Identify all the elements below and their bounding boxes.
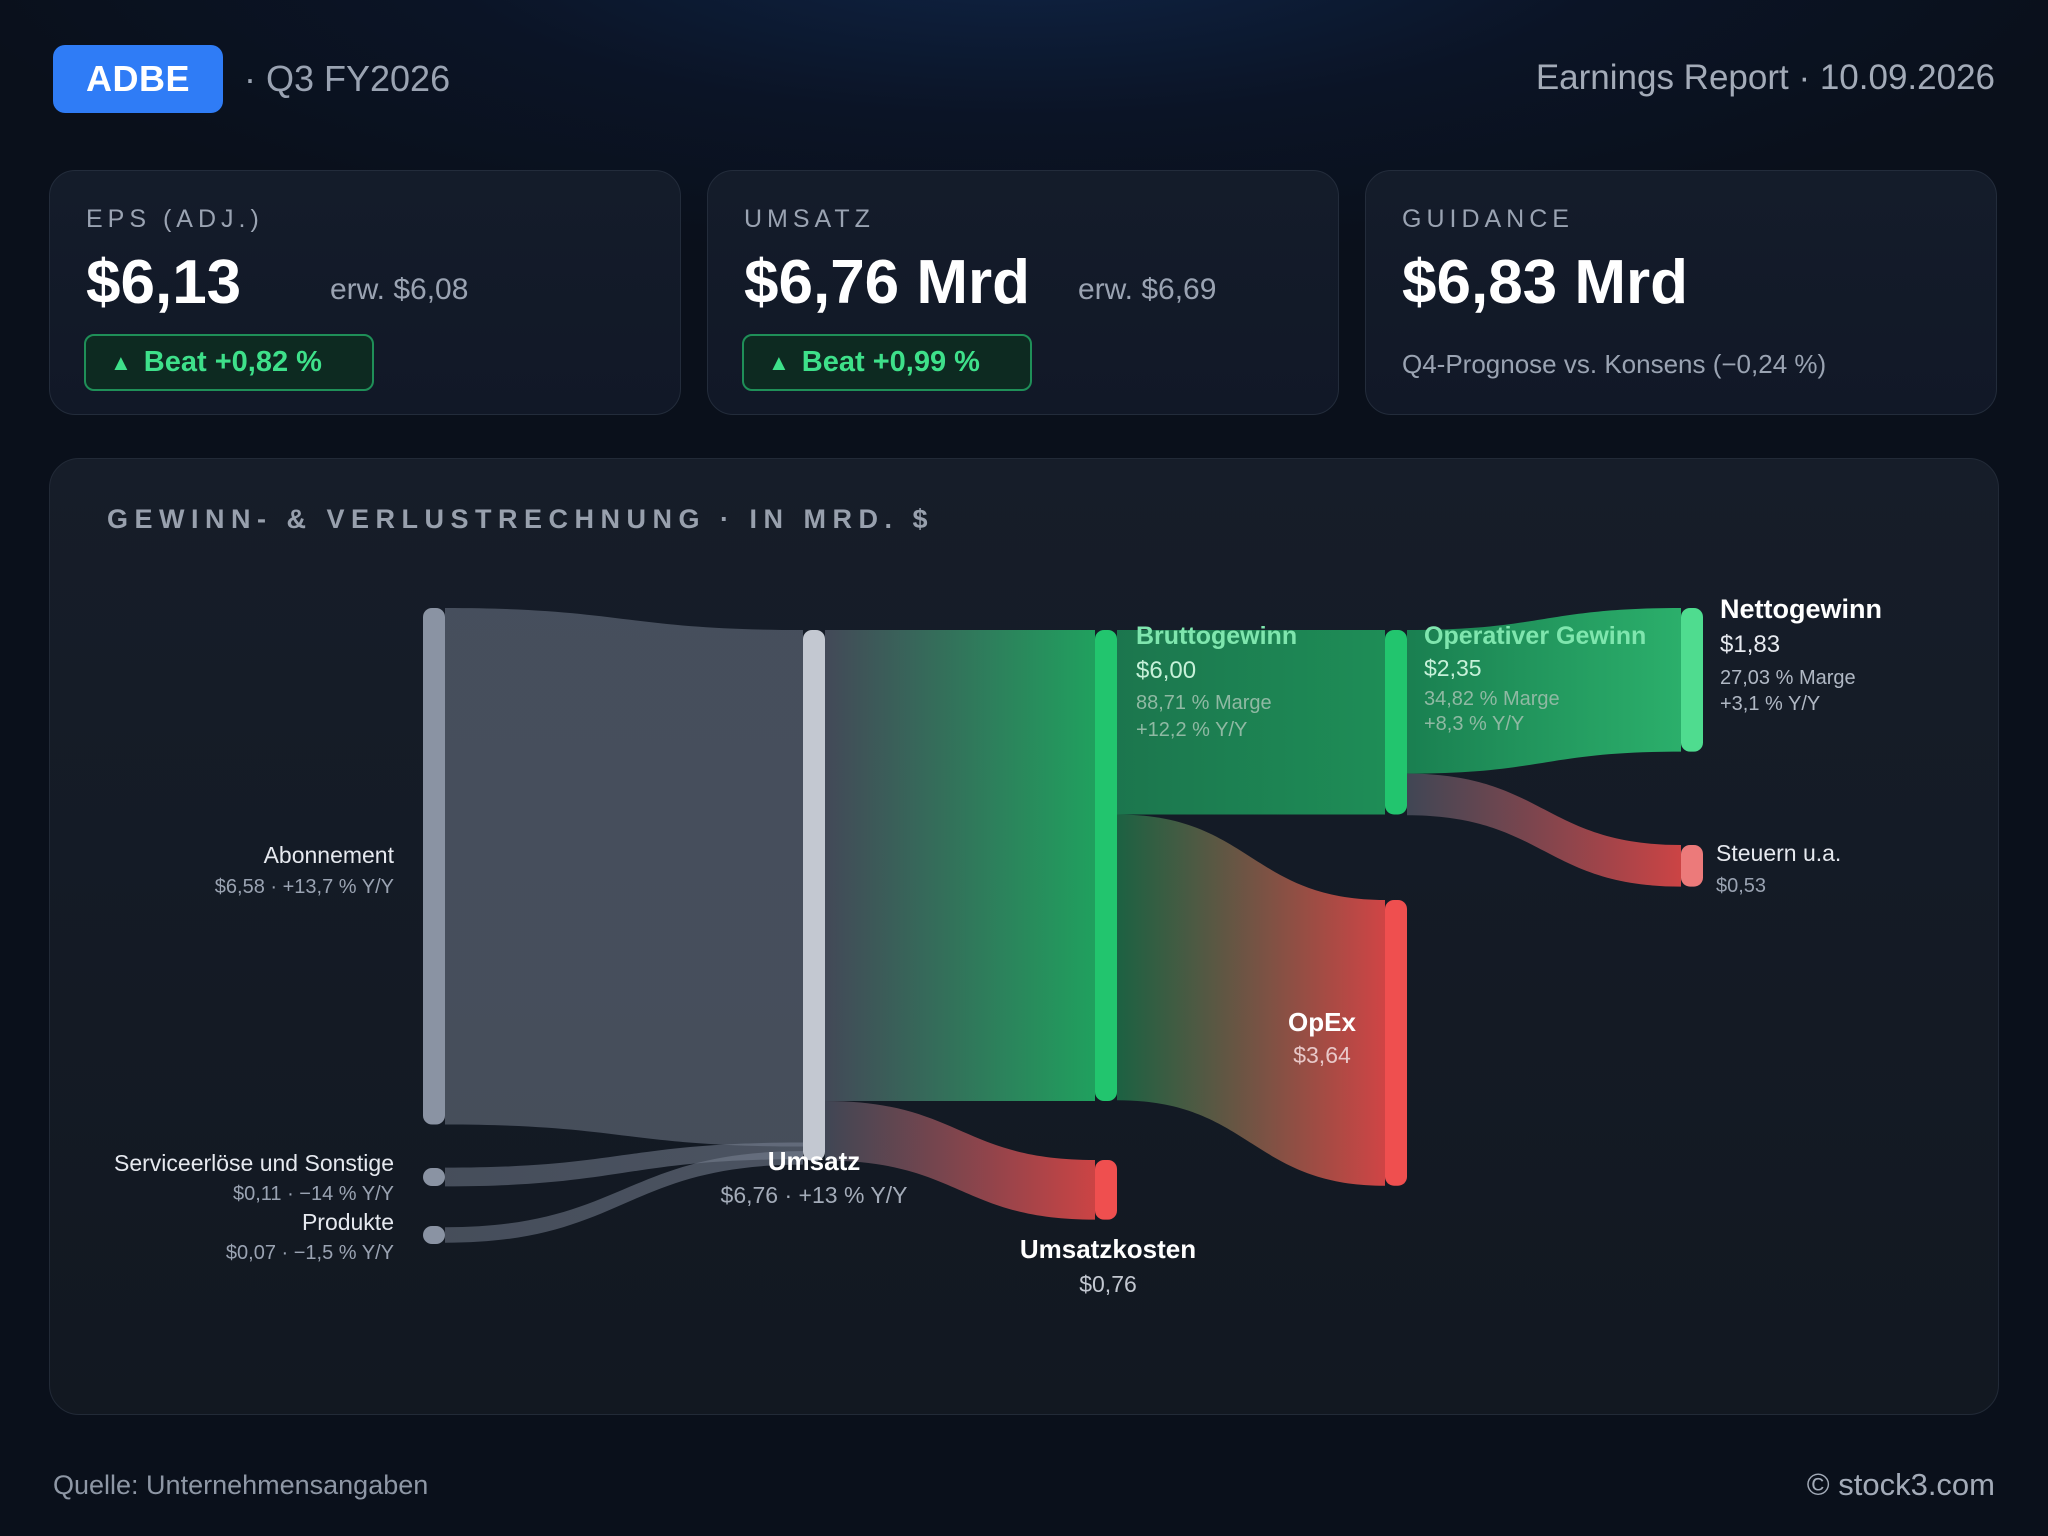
label-bruttogewinn-amount: $6,00 bbox=[1136, 657, 1196, 684]
report-date: Earnings Report · 10.09.2026 bbox=[1535, 58, 1995, 97]
eps-beat-text: Beat +0,82 % bbox=[143, 346, 322, 378]
sankey-link-brutto-to-operativ bbox=[1117, 630, 1385, 815]
revenue-label: UMSATZ bbox=[744, 205, 875, 233]
label-bruttogewinn-name: Bruttogewinn bbox=[1136, 622, 1297, 650]
label-opex-name: OpEx bbox=[1288, 1007, 1356, 1037]
sankey-node-umsatz bbox=[803, 630, 825, 1161]
triangle-up-icon: ▲ bbox=[110, 349, 132, 375]
label-steuern-name: Steuern u.a. bbox=[1716, 840, 1841, 866]
eps-label: EPS (ADJ.) bbox=[86, 205, 264, 233]
label-umsatz-name: Umsatz bbox=[768, 1146, 860, 1176]
sankey-node-operativ bbox=[1385, 630, 1407, 815]
sankey-link-brutto-to-opex bbox=[1117, 814, 1385, 1186]
label-bruttogewinn-margin: 88,71 % Marge bbox=[1136, 692, 1272, 714]
sankey-node-produkte bbox=[423, 1226, 445, 1244]
sankey-link-operativ-to-netto bbox=[1407, 608, 1681, 774]
sankey-node-steuern bbox=[1681, 845, 1703, 887]
eps-card: EPS (ADJ.) $6,13 erw. $6,08 ▲ Beat +0,82… bbox=[49, 170, 681, 415]
revenue-value: $6,76 Mrd bbox=[744, 248, 1031, 317]
label-steuern-amount: $0,53 bbox=[1716, 875, 1766, 897]
revenue-beat-text: Beat +0,99 % bbox=[801, 346, 980, 378]
label-abonnement-detail: $6,58 · +13,7 % Y/Y bbox=[215, 876, 394, 898]
sankey-nodes bbox=[423, 608, 1703, 1244]
ticker-badge: ADBE bbox=[53, 45, 223, 113]
guidance-label: GUIDANCE bbox=[1402, 205, 1574, 233]
sankey-link-umsatz-to-kosten bbox=[825, 1101, 1095, 1220]
label-service-name: Serviceerlöse und Sonstige bbox=[114, 1150, 394, 1176]
label-nettogewinn-yoy: +3,1 % Y/Y bbox=[1720, 693, 1820, 715]
label-operativ-margin: 34,82 % Marge bbox=[1424, 688, 1560, 710]
sankey-node-brutto bbox=[1095, 630, 1117, 1101]
revenue-card: UMSATZ $6,76 Mrd erw. $6,69 ▲ Beat +0,99… bbox=[707, 170, 1339, 415]
sankey-labels: Abonnement $6,58 · +13,7 % Y/Y Serviceerlö… bbox=[114, 594, 1882, 1297]
label-service-detail: $0,11 · −14 % Y/Y bbox=[233, 1183, 394, 1205]
sankey-link-umsatz-to-brutto bbox=[825, 630, 1095, 1101]
chart-title: GEWINN- & VERLUSTRECHNUNG · IN MRD. $ bbox=[107, 504, 934, 534]
sankey-link-produkte-to-umsatz bbox=[445, 1151, 803, 1243]
label-operativ-yoy: +8,3 % Y/Y bbox=[1424, 713, 1524, 735]
label-produkte-detail: $0,07 · −1,5 % Y/Y bbox=[226, 1242, 394, 1264]
sankey-node-netto bbox=[1681, 608, 1703, 752]
eps-estimate: erw. $6,08 bbox=[330, 273, 469, 306]
eps-beat-badge: ▲ Beat +0,82 % bbox=[84, 334, 374, 391]
revenue-beat-badge: ▲ Beat +0,99 % bbox=[742, 334, 1032, 391]
guidance-card: GUIDANCE $6,83 Mrd Q4-Prognose vs. Konse… bbox=[1365, 170, 1997, 415]
label-umsatzkosten-amount: $0,76 bbox=[1079, 1271, 1137, 1297]
report-period: · Q3 FY2026 bbox=[244, 58, 451, 99]
sankey-link-service-to-umsatz bbox=[445, 1142, 803, 1187]
sankey-node-kosten bbox=[1095, 1160, 1117, 1220]
revenue-estimate: erw. $6,69 bbox=[1078, 273, 1217, 306]
label-operativ-amount: $2,35 bbox=[1424, 655, 1482, 681]
brand-credit: © stock3.com bbox=[1806, 1467, 1995, 1502]
label-opex-amount: $3,64 bbox=[1293, 1042, 1351, 1068]
label-abonnement-name: Abonnement bbox=[264, 842, 395, 868]
guidance-note: Q4-Prognose vs. Konsens (−0,24 %) bbox=[1402, 349, 1827, 379]
label-bruttogewinn-yoy: +12,2 % Y/Y bbox=[1136, 719, 1247, 741]
guidance-value: $6,83 Mrd bbox=[1402, 248, 1689, 317]
sankey-node-abo bbox=[423, 608, 445, 1125]
sankey-node-service bbox=[423, 1168, 445, 1186]
source-note: Quelle: Unternehmensangaben bbox=[53, 1470, 429, 1500]
sankey-link-operativ-to-steuern bbox=[1407, 773, 1681, 887]
label-nettogewinn-amount: $1,83 bbox=[1720, 631, 1780, 658]
label-nettogewinn-margin: 27,03 % Marge bbox=[1720, 667, 1856, 689]
label-operativ-name: Operativer Gewinn bbox=[1424, 622, 1646, 650]
label-umsatz-detail: $6,76 · +13 % Y/Y bbox=[721, 1182, 908, 1208]
triangle-up-icon: ▲ bbox=[768, 349, 790, 375]
eps-value: $6,13 bbox=[86, 248, 242, 317]
label-umsatzkosten-name: Umsatzkosten bbox=[1020, 1234, 1196, 1264]
sankey-node-opex bbox=[1385, 900, 1407, 1186]
label-nettogewinn-name: Nettogewinn bbox=[1720, 594, 1882, 624]
sankey-link-abo-to-umsatz bbox=[445, 608, 803, 1147]
sankey-links bbox=[445, 608, 1681, 1243]
label-produkte-name: Produkte bbox=[302, 1209, 394, 1235]
